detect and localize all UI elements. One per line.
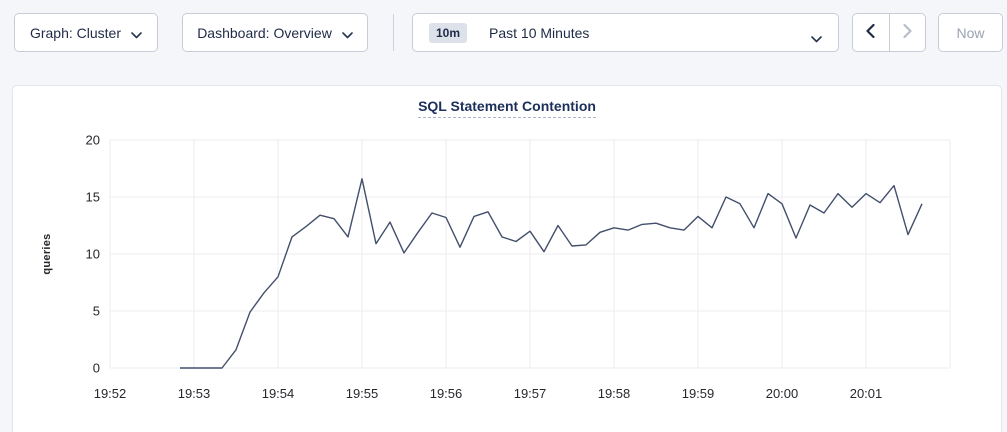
dashboard-selector-dropdown[interactable]: Dashboard: Overview <box>182 13 368 52</box>
time-range-arrows <box>852 13 926 52</box>
chart-title-row: SQL Statement Contention <box>13 86 1001 123</box>
y-axis-label: queries <box>41 233 53 274</box>
y-tick-label: 10 <box>86 247 100 262</box>
y-tick-label: 20 <box>86 133 100 148</box>
time-range-badge: 10m <box>429 22 468 43</box>
dashboard-selector-label: Dashboard: Overview <box>197 24 332 41</box>
x-tick-label: 19:57 <box>514 386 547 401</box>
chart-panel: SQL Statement Contention 19:52 19:53 19:54… <box>12 85 1002 432</box>
y-tick-label: 15 <box>86 190 100 205</box>
prev-range-button[interactable] <box>853 14 889 51</box>
y-tick-label: 0 <box>93 361 100 376</box>
x-tick-label: 19:54 <box>262 386 295 401</box>
x-tick-label: 19:52 <box>94 386 127 401</box>
next-range-button <box>888 14 926 51</box>
x-tick-label: 20:01 <box>850 386 883 401</box>
chevron-down-icon <box>342 26 353 42</box>
x-tick-label: 19:59 <box>682 386 715 401</box>
x-tick-label: 19:56 <box>430 386 463 401</box>
chevron-left-icon <box>866 23 875 41</box>
chart-title[interactable]: SQL Statement Contention <box>418 98 596 118</box>
now-button: Now <box>938 13 1003 52</box>
toolbar: Graph: Cluster Dashboard: Overview 10m P… <box>0 0 1007 66</box>
queries-series-line <box>180 178 923 369</box>
x-tick-label: 20:00 <box>766 386 799 401</box>
time-range-label: Past 10 Minutes <box>489 24 590 41</box>
chevron-down-icon <box>131 26 142 42</box>
graph-selector-dropdown[interactable]: Graph: Cluster <box>14 13 158 52</box>
toolbar-divider <box>393 14 394 51</box>
chevron-right-icon <box>903 23 912 41</box>
y-tick-label: 5 <box>93 304 100 319</box>
x-tick-label: 19:53 <box>178 386 211 401</box>
chevron-down-icon <box>811 30 822 46</box>
x-tick-label: 19:55 <box>346 386 379 401</box>
graph-selector-label: Graph: Cluster <box>29 24 122 41</box>
x-tick-label: 19:58 <box>598 386 631 401</box>
time-range-picker[interactable]: 10m Past 10 Minutes <box>412 13 839 52</box>
sql-contention-chart: 19:52 19:53 19:54 19:55 19:56 19:57 19:58 19:59… <box>41 133 951 401</box>
